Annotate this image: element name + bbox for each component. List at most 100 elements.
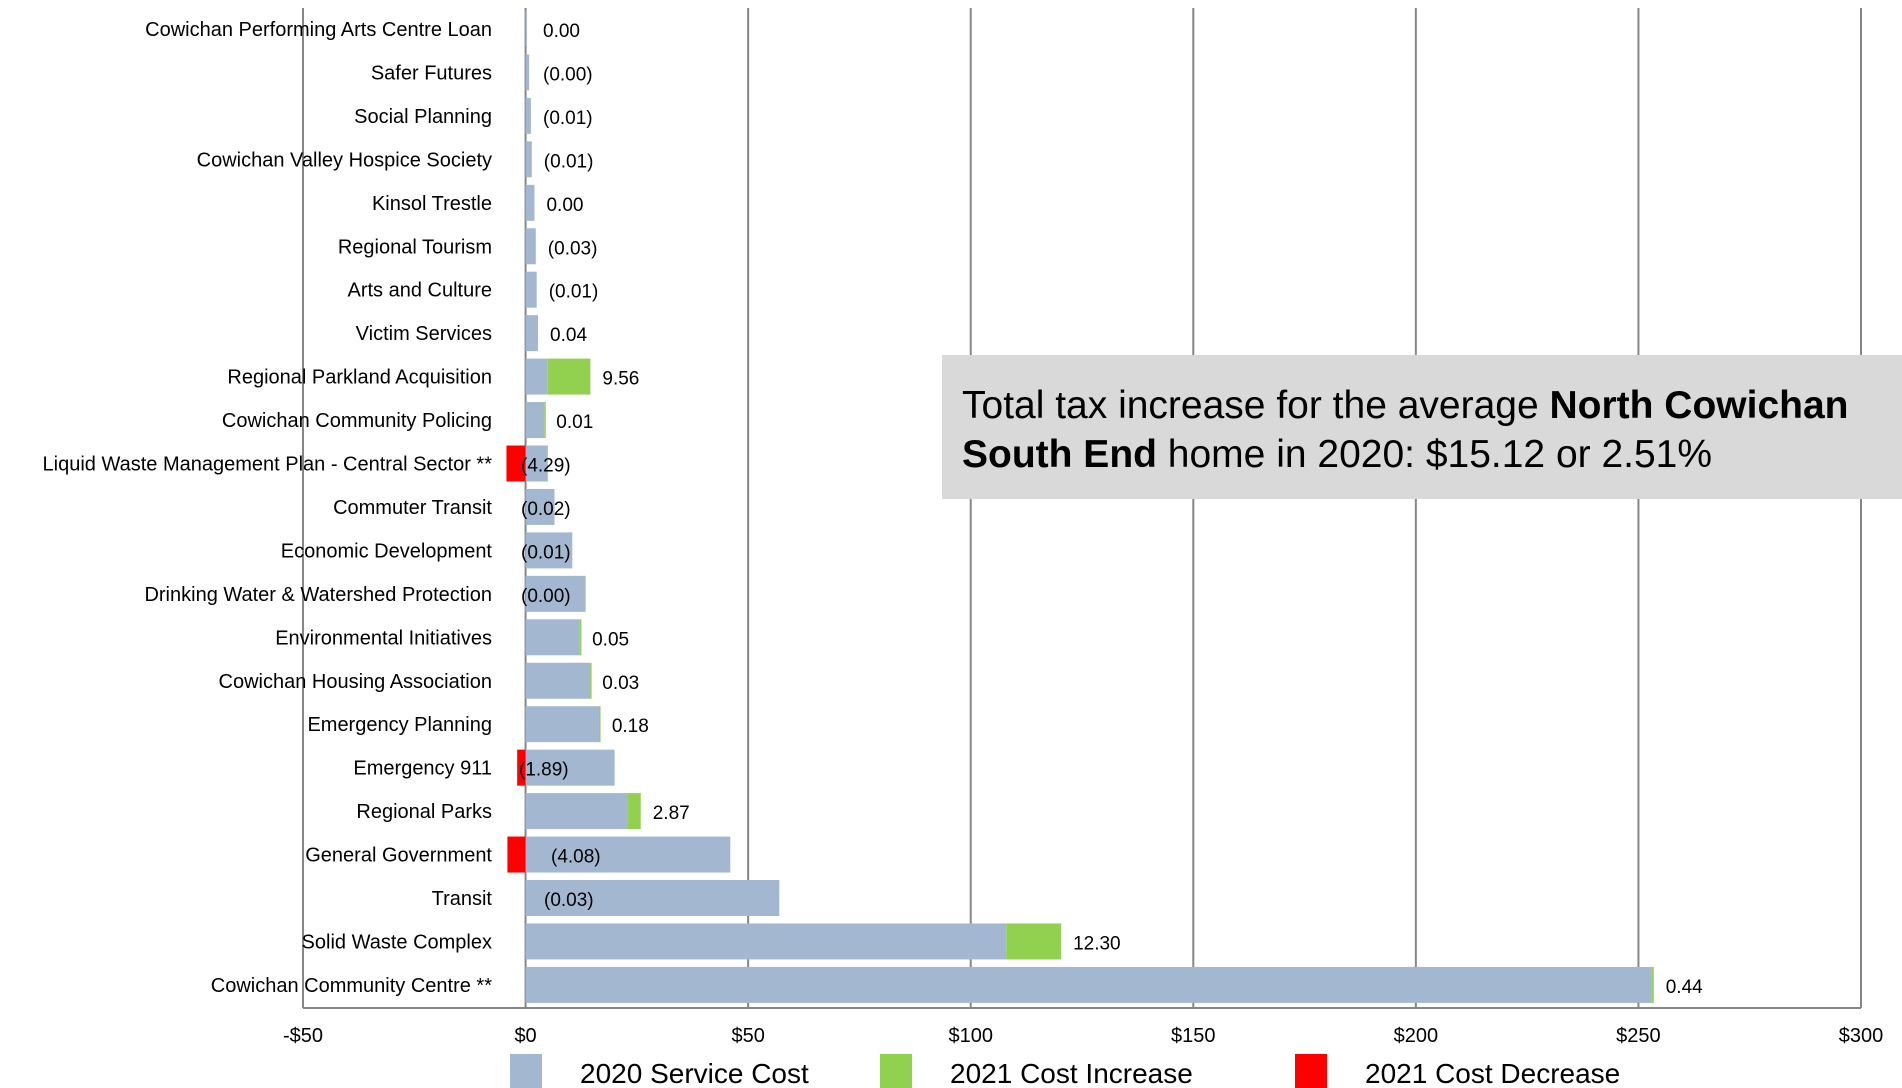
x-tick-label: $50	[731, 1025, 764, 1047]
bar-2020-service-cost	[525, 836, 731, 873]
bar-2020-service-cost	[525, 706, 600, 743]
data-label: (0.01)	[549, 282, 599, 303]
category-label: Regional Parks	[356, 801, 492, 823]
legend-label: 2021 Cost Increase	[950, 1058, 1193, 1088]
legend: 2020 Service Cost 2021 Cost Increase 2021 …	[510, 1054, 1620, 1088]
bars	[506, 11, 1654, 1003]
data-label: 0.00	[543, 21, 580, 42]
callout-box: Total tax increase for the average North…	[942, 355, 1902, 499]
bar-2021-cost-decrease	[507, 836, 526, 873]
bar-2020-service-cost	[525, 749, 615, 786]
category-label: Regional Tourism	[338, 236, 492, 258]
x-tick-label: $100	[948, 1025, 993, 1047]
x-tick-label: $250	[1616, 1025, 1661, 1047]
x-tick-label: $0	[514, 1025, 536, 1047]
bar-2021-cost-increase	[1006, 923, 1062, 960]
bar-2021-cost-increase	[579, 619, 582, 656]
value-labels: 0.00 (0.00) (0.01) (0.01) 0.00 (0.03) (0.01) 0.…	[519, 21, 1703, 998]
bar-2021-cost-increase	[599, 706, 601, 743]
data-label: 0.18	[612, 716, 649, 737]
category-labels: Cowichan Performing Arts Centre Loan Safe…	[43, 19, 493, 997]
data-label: 12.30	[1073, 933, 1121, 954]
bar-2020-service-cost	[525, 184, 535, 221]
category-label: Cowichan Housing Association	[219, 671, 493, 693]
data-label: 9.56	[602, 369, 639, 390]
legend-swatch	[510, 1054, 542, 1088]
bar-2020-service-cost	[525, 402, 545, 439]
callout-bold: North Cowichan South End	[962, 384, 1849, 476]
data-label: 0.03	[602, 673, 639, 694]
bar-2020-service-cost	[525, 662, 591, 699]
callout-suffix: home in 2020: $15.12 or 2.51%	[1156, 433, 1713, 476]
category-label: Cowichan Valley Hospice Society	[197, 149, 492, 171]
category-label: Drinking Water & Watershed Protection	[144, 584, 492, 606]
category-label: General Government	[305, 845, 492, 867]
bar-2021-cost-increase	[544, 402, 546, 439]
bar-2020-service-cost	[525, 966, 1652, 1003]
category-label: Commuter Transit	[333, 497, 492, 519]
data-label: 0.44	[1666, 977, 1703, 998]
bar-2020-service-cost	[525, 445, 548, 482]
data-label: 0.05	[592, 629, 629, 650]
x-tick-label: $300	[1839, 1025, 1884, 1047]
x-tick-label: -$50	[283, 1025, 323, 1047]
bar-2021-cost-increase	[590, 662, 592, 699]
bar-2020-service-cost	[525, 488, 555, 525]
data-label: (0.01)	[544, 151, 594, 172]
legend-label: 2021 Cost Decrease	[1365, 1058, 1620, 1088]
bar-2021-cost-increase	[1651, 966, 1654, 1003]
category-label: Emergency 911	[353, 758, 492, 780]
data-label: (0.03)	[548, 238, 598, 259]
category-label: Social Planning	[354, 106, 492, 128]
bar-2020-service-cost	[525, 141, 532, 178]
x-tick-label: $150	[1171, 1025, 1216, 1047]
category-label: Cowichan Performing Arts Centre Loan	[145, 19, 492, 41]
x-axis-ticks: -$50 $0 $50 $100 $150 $200 $250 $300	[283, 1025, 1883, 1047]
legend-label: 2020 Service Cost	[580, 1058, 809, 1088]
data-label: (0.01)	[521, 542, 571, 563]
legend-swatch	[1295, 1054, 1327, 1088]
category-label: Transit	[432, 888, 493, 910]
data-label: (4.08)	[551, 847, 601, 868]
bar-2020-service-cost	[525, 11, 527, 47]
category-label: Cowichan Community Policing	[222, 410, 492, 432]
callout-prefix: Total tax increase for the average	[962, 384, 1550, 427]
category-label: Victim Services	[356, 323, 492, 345]
bar-2020-service-cost	[525, 880, 780, 916]
bar-2020-service-cost	[525, 358, 548, 395]
data-label: (0.03)	[544, 890, 594, 911]
bar-2021-cost-increase	[547, 358, 591, 395]
data-label: 2.87	[653, 803, 690, 824]
bar-2021-cost-increase	[627, 793, 641, 830]
bar-2020-service-cost	[525, 923, 1007, 960]
x-tick-label: $200	[1394, 1025, 1439, 1047]
category-label: Environmental Initiatives	[275, 627, 492, 649]
data-label: 0.04	[550, 325, 587, 346]
legend-swatch	[880, 1054, 912, 1088]
data-label: 0.00	[546, 195, 583, 216]
bar-2020-service-cost	[525, 97, 531, 134]
category-label: Emergency Planning	[307, 714, 492, 736]
data-label: 0.01	[556, 412, 593, 433]
data-label: (4.29)	[521, 456, 571, 477]
bar-2020-service-cost	[525, 575, 586, 612]
bar-2020-service-cost	[525, 54, 530, 91]
category-label: Economic Development	[281, 540, 493, 562]
bar-2020-service-cost	[525, 619, 580, 656]
bar-2020-service-cost	[525, 315, 539, 352]
data-label: (0.00)	[543, 64, 593, 85]
category-label: Cowichan Community Centre **	[211, 975, 492, 997]
bar-2020-service-cost	[525, 228, 536, 265]
category-label: Regional Parkland Acquisition	[227, 367, 492, 389]
category-label: Kinsol Trestle	[372, 193, 492, 215]
bar-2020-service-cost	[525, 793, 628, 830]
data-label: (0.02)	[521, 499, 571, 520]
bar-2021-cost-decrease	[517, 749, 526, 786]
data-label: (0.00)	[521, 586, 571, 607]
data-label: (0.01)	[543, 108, 593, 129]
bar-2020-service-cost	[525, 271, 537, 308]
bar-2021-cost-decrease	[506, 445, 526, 482]
category-label: Arts and Culture	[347, 280, 492, 302]
data-label: (1.89)	[519, 760, 569, 781]
